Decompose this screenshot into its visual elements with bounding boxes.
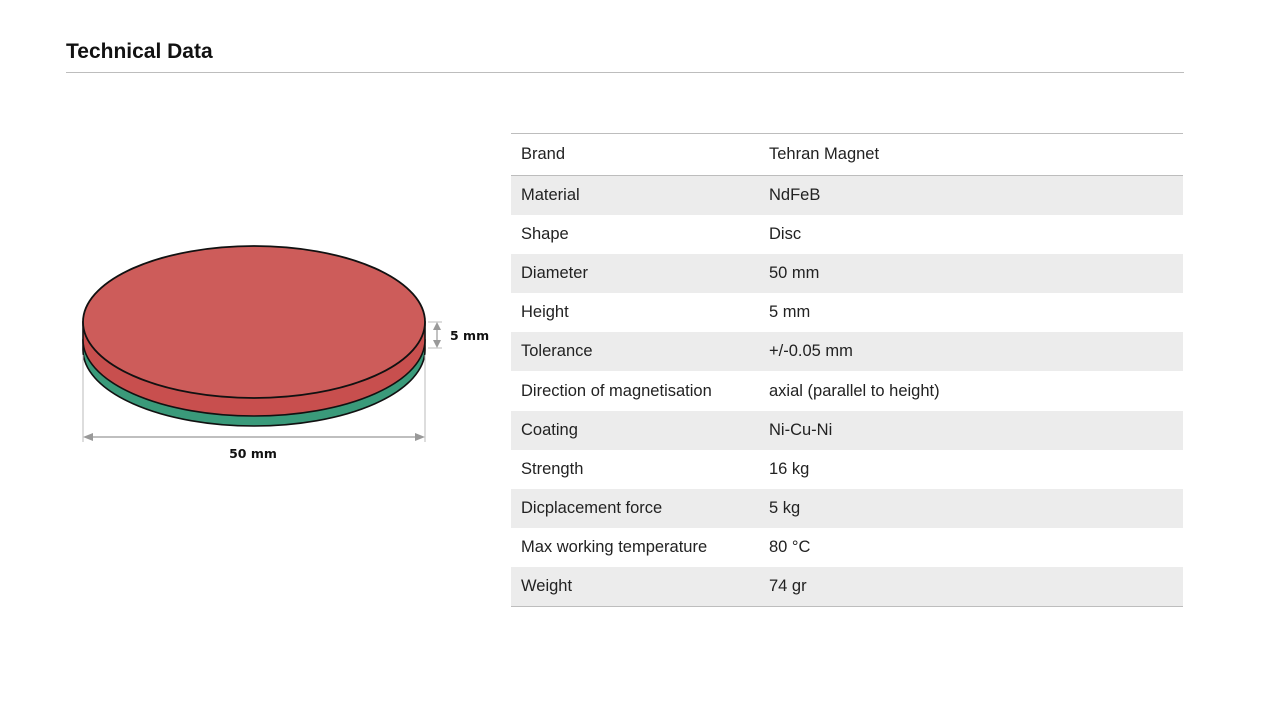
spec-row: Tolerance +/-0.05 mm: [511, 332, 1183, 372]
spec-row: Coating Ni-Cu-Ni: [511, 410, 1183, 450]
spec-row: Direction of magnetisation axial (paralle…: [511, 371, 1183, 410]
height-dimension-label: 5 mm: [450, 328, 489, 343]
spec-row: Diameter 50 mm: [511, 253, 1183, 294]
spec-label: Strength: [521, 459, 584, 478]
spec-label: Tolerance: [521, 342, 593, 361]
spec-label: Brand: [521, 145, 566, 163]
diameter-arrow-left: [83, 433, 93, 441]
spec-value: Disc: [769, 224, 802, 243]
magnet-disc-diagram: 5 mm 50 mm: [82, 245, 489, 461]
height-arrow-down: [433, 340, 441, 348]
spec-value: 50 mm: [769, 263, 820, 282]
height-arrow-up: [433, 322, 441, 330]
spec-row: Strength 16 kg: [511, 450, 1183, 489]
spec-label: Coating: [521, 420, 578, 439]
spec-label: Shape: [521, 224, 569, 243]
spec-value: 5 mm: [769, 303, 811, 322]
spec-label: Direction of magnetisation: [521, 381, 712, 400]
spec-value: +/-0.05 mm: [769, 342, 853, 361]
spec-row: Dicplacement force 5 kg: [511, 489, 1183, 529]
spec-row: Brand Tehran Magnet: [511, 134, 1183, 176]
spec-label: Diameter: [521, 263, 588, 282]
spec-row: Weight 74 gr: [511, 567, 1183, 607]
disc-top-face: [82, 245, 426, 399]
spec-value: NdFeB: [769, 185, 821, 204]
spec-value: 74 gr: [769, 577, 807, 596]
spec-label: Material: [521, 185, 580, 204]
diameter-arrow-right: [415, 433, 425, 441]
spec-value: 5 kg: [769, 499, 801, 518]
spec-label: Weight: [521, 577, 573, 596]
spec-label: Dicplacement force: [521, 499, 663, 518]
spec-value: Tehran Magnet: [769, 145, 880, 163]
diameter-dimension-label: 50 mm: [229, 446, 277, 461]
spec-row: Material NdFeB: [511, 175, 1183, 215]
spec-value: axial (parallel to height): [769, 381, 940, 400]
spec-row: Shape Disc: [511, 215, 1183, 254]
title-divider: [66, 72, 1184, 73]
technical-data-table: Brand Tehran Magnet Material NdFeB Shape Disc…: [511, 133, 1183, 608]
spec-row: Max working temperature 80 °C: [511, 528, 1183, 567]
spec-value: 16 kg: [769, 459, 810, 478]
spec-value: 80 °C: [769, 538, 811, 557]
spec-label: Max working temperature: [521, 538, 708, 557]
spec-value: Ni-Cu-Ni: [769, 420, 833, 439]
page-title: Technical Data: [66, 40, 213, 63]
spec-row: Height 5 mm: [511, 293, 1183, 332]
spec-label: Height: [521, 303, 569, 322]
